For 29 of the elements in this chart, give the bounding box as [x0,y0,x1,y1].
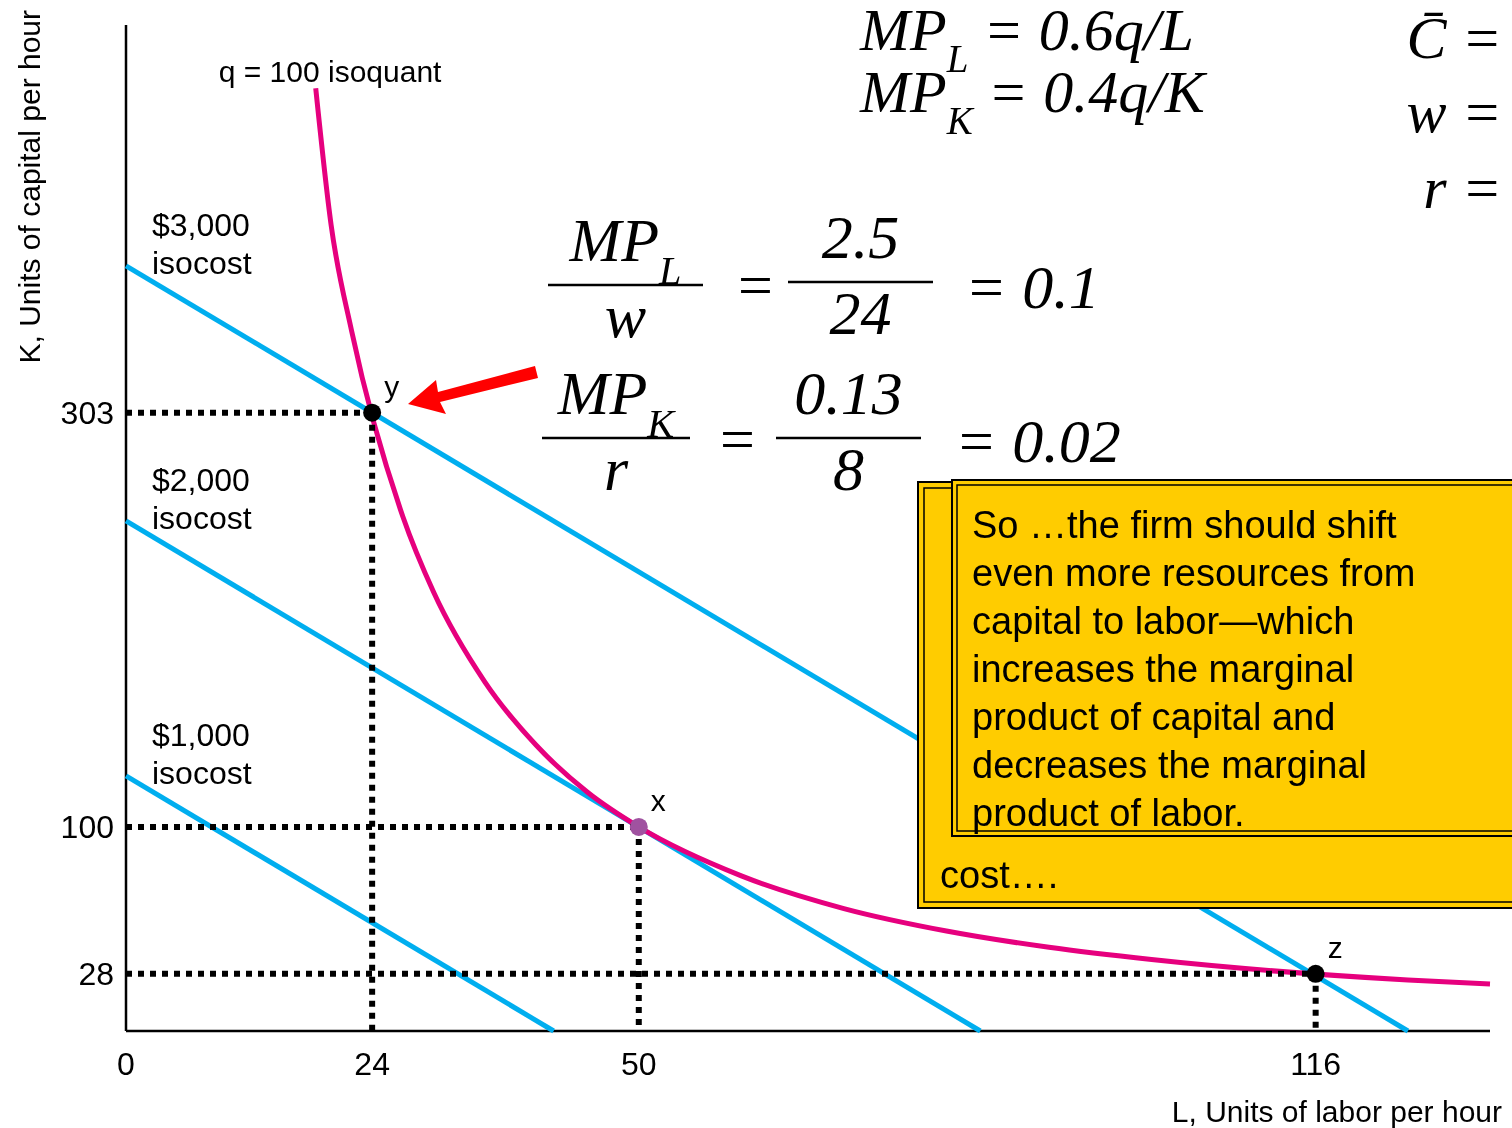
annotation: y [384,369,400,403]
annotation: C̄ = [1406,5,1502,71]
y-tick-label: 28 [78,955,114,992]
annotation: = 0.1 [965,253,1100,321]
annotation: z [1327,930,1343,964]
annotation: $2,000 isocost [152,461,252,536]
x-axis-title: L, Units of labor per hour [1171,1095,1502,1128]
annotation: cost…. [940,854,1059,896]
annotation: q = 100 isoquant [218,55,443,89]
annotation: = 0.02 [955,407,1121,475]
annotation: $3,000 isocost [152,206,252,281]
annotation: 2.5 [821,203,900,271]
annotation: w = [1406,79,1502,145]
y-axis-title: K, Units of capital per hour [13,10,46,364]
annotation: So …the firm should shift even more resources from capital to labor—which increases the marginal product of capital and decreases the marginal product of labor. [972,504,1416,834]
annotation: 24 [829,279,892,347]
annotation: 0.13 [794,359,903,427]
y-tick-label: 100 [60,808,114,845]
x-tick-label: 50 [620,1046,657,1082]
annotation: = [716,405,758,473]
annotation: r = [1423,155,1502,221]
annotation: = [734,251,776,319]
annotation: 8 [833,435,864,503]
x-tick-label: 0 [117,1046,135,1082]
y-tick-label: 303 [60,394,114,431]
x-tick-label: 24 [354,1046,390,1082]
annotation: x [650,783,666,817]
x-tick-label: 116 [1290,1046,1342,1082]
annotation: $1,000 isocost [152,716,252,791]
